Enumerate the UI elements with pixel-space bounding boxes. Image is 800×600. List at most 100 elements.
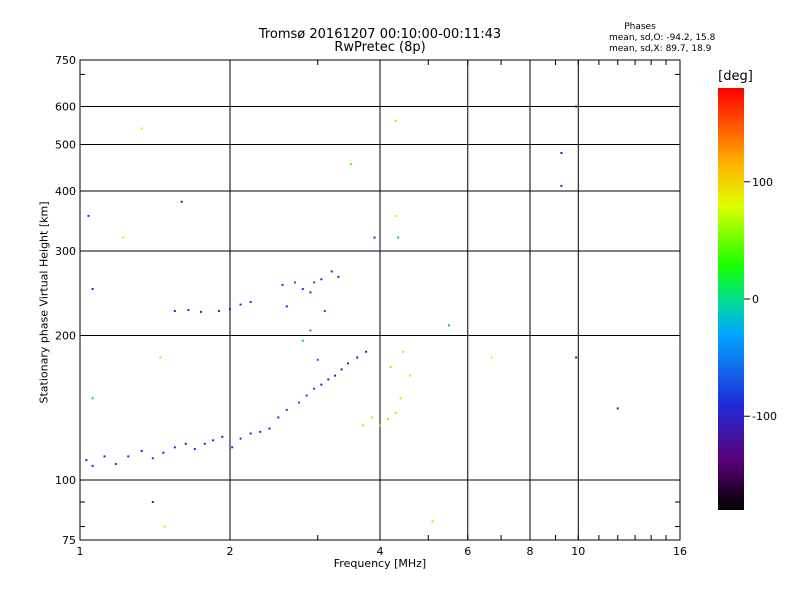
x-axis-label: Frequency [MHz] xyxy=(333,557,427,570)
data-point xyxy=(389,365,392,368)
data-point xyxy=(91,464,94,467)
data-point xyxy=(309,329,312,332)
data-point xyxy=(151,457,154,460)
data-point xyxy=(297,401,300,404)
data-point xyxy=(268,427,271,430)
data-point xyxy=(616,407,619,410)
data-point xyxy=(140,127,143,130)
colorbar-ticks: 100 0 -100 xyxy=(744,176,777,423)
data-point xyxy=(447,324,450,327)
data-point xyxy=(217,309,220,312)
colorbar xyxy=(718,88,744,510)
x-tick-label: 1 xyxy=(77,545,84,558)
data-point xyxy=(249,432,252,435)
phase-stats-o-mode: mean, sd,O: -94.2, 15.8 xyxy=(609,33,716,43)
data-point xyxy=(231,446,234,449)
y-tick-label: 300 xyxy=(55,245,76,258)
data-point xyxy=(103,455,106,458)
data-point xyxy=(350,163,353,166)
data-point xyxy=(323,309,326,312)
data-point xyxy=(394,119,397,122)
phase-stats-heading: Phases xyxy=(624,22,656,32)
data-point xyxy=(239,437,242,440)
data-point xyxy=(313,387,316,390)
chart-subtitle: RwPretec (8p) xyxy=(334,40,426,55)
data-point xyxy=(370,416,373,419)
data-point xyxy=(203,442,206,445)
data-point xyxy=(301,288,304,291)
data-point xyxy=(212,439,215,442)
y-tick-label: 200 xyxy=(55,330,76,343)
data-point xyxy=(309,291,312,294)
y-axis-ticks: 75 100 200 300 400 500 600 750 xyxy=(55,54,680,547)
data-point xyxy=(180,200,183,203)
data-point xyxy=(373,236,376,239)
data-point xyxy=(394,411,397,414)
data-point xyxy=(340,368,343,371)
x-axis-ticks: 1 2 4 6 8 10 16 xyxy=(77,60,687,558)
data-point xyxy=(151,500,154,503)
data-point xyxy=(249,300,252,303)
data-point xyxy=(140,449,143,452)
data-point xyxy=(379,424,381,427)
y-tick-label: 75 xyxy=(62,534,76,547)
data-point xyxy=(173,309,176,312)
data-point xyxy=(285,305,288,308)
data-point xyxy=(162,451,165,454)
data-point xyxy=(229,308,231,311)
data-point xyxy=(91,397,94,400)
x-tick-label: 10 xyxy=(571,545,585,558)
data-point xyxy=(187,309,190,312)
phase-stats-x-mode: mean, sd,X: 89.7, 18.9 xyxy=(609,44,712,54)
data-point xyxy=(334,374,337,377)
data-point xyxy=(193,448,196,451)
data-point xyxy=(221,435,224,438)
data-point xyxy=(409,374,412,377)
data-point xyxy=(91,288,94,291)
data-point xyxy=(173,446,176,449)
y-tick-label: 100 xyxy=(55,474,76,487)
data-point xyxy=(320,383,323,386)
y-axis-label: Stationary phase Virtual Height [km] xyxy=(37,201,51,404)
x-tick-label: 4 xyxy=(377,545,384,558)
data-point xyxy=(87,214,90,217)
colorbar-tick-label: -100 xyxy=(752,410,777,423)
data-point xyxy=(575,105,578,108)
data-point xyxy=(431,520,434,523)
chart-title: Tromsø 20161207 00:10:00-00:11:43 xyxy=(258,27,502,42)
data-point xyxy=(327,378,330,381)
data-point xyxy=(281,283,284,286)
data-point xyxy=(346,362,349,365)
data-point xyxy=(560,152,563,155)
data-point xyxy=(239,303,242,306)
data-point xyxy=(285,408,288,411)
data-points xyxy=(85,105,619,528)
data-point xyxy=(316,358,319,361)
data-point xyxy=(560,184,563,187)
data-point xyxy=(85,459,88,462)
data-point xyxy=(365,350,368,353)
colorbar-tick-label: 100 xyxy=(752,176,773,189)
plot-grid xyxy=(80,60,680,540)
x-tick-label: 8 xyxy=(527,545,534,558)
data-point xyxy=(394,214,397,217)
data-point xyxy=(356,356,359,359)
data-point xyxy=(379,250,381,253)
data-point xyxy=(301,339,304,342)
data-point xyxy=(337,275,340,278)
y-tick-label: 600 xyxy=(55,101,76,114)
data-point xyxy=(184,442,187,445)
data-point xyxy=(259,430,262,433)
data-point xyxy=(386,418,389,421)
data-point xyxy=(397,236,400,239)
data-point xyxy=(200,310,203,313)
data-point xyxy=(399,397,402,400)
data-point xyxy=(305,394,308,397)
y-tick-label: 500 xyxy=(55,139,76,152)
colorbar-tick-label: 0 xyxy=(752,293,759,306)
data-point xyxy=(362,424,365,427)
x-tick-label: 16 xyxy=(673,545,687,558)
y-tick-label: 750 xyxy=(55,54,76,67)
data-point xyxy=(402,350,405,353)
